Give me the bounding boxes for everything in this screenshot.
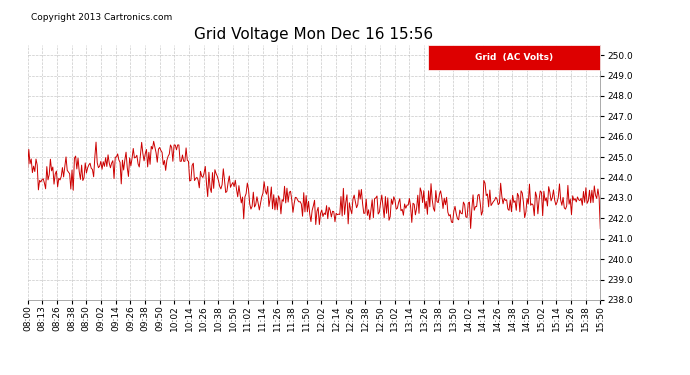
Text: Copyright 2013 Cartronics.com: Copyright 2013 Cartronics.com: [31, 13, 172, 22]
Text: Grid  (AC Volts): Grid (AC Volts): [475, 53, 553, 62]
Title: Grid Voltage Mon Dec 16 15:56: Grid Voltage Mon Dec 16 15:56: [195, 27, 433, 42]
Bar: [428, 45, 600, 70]
